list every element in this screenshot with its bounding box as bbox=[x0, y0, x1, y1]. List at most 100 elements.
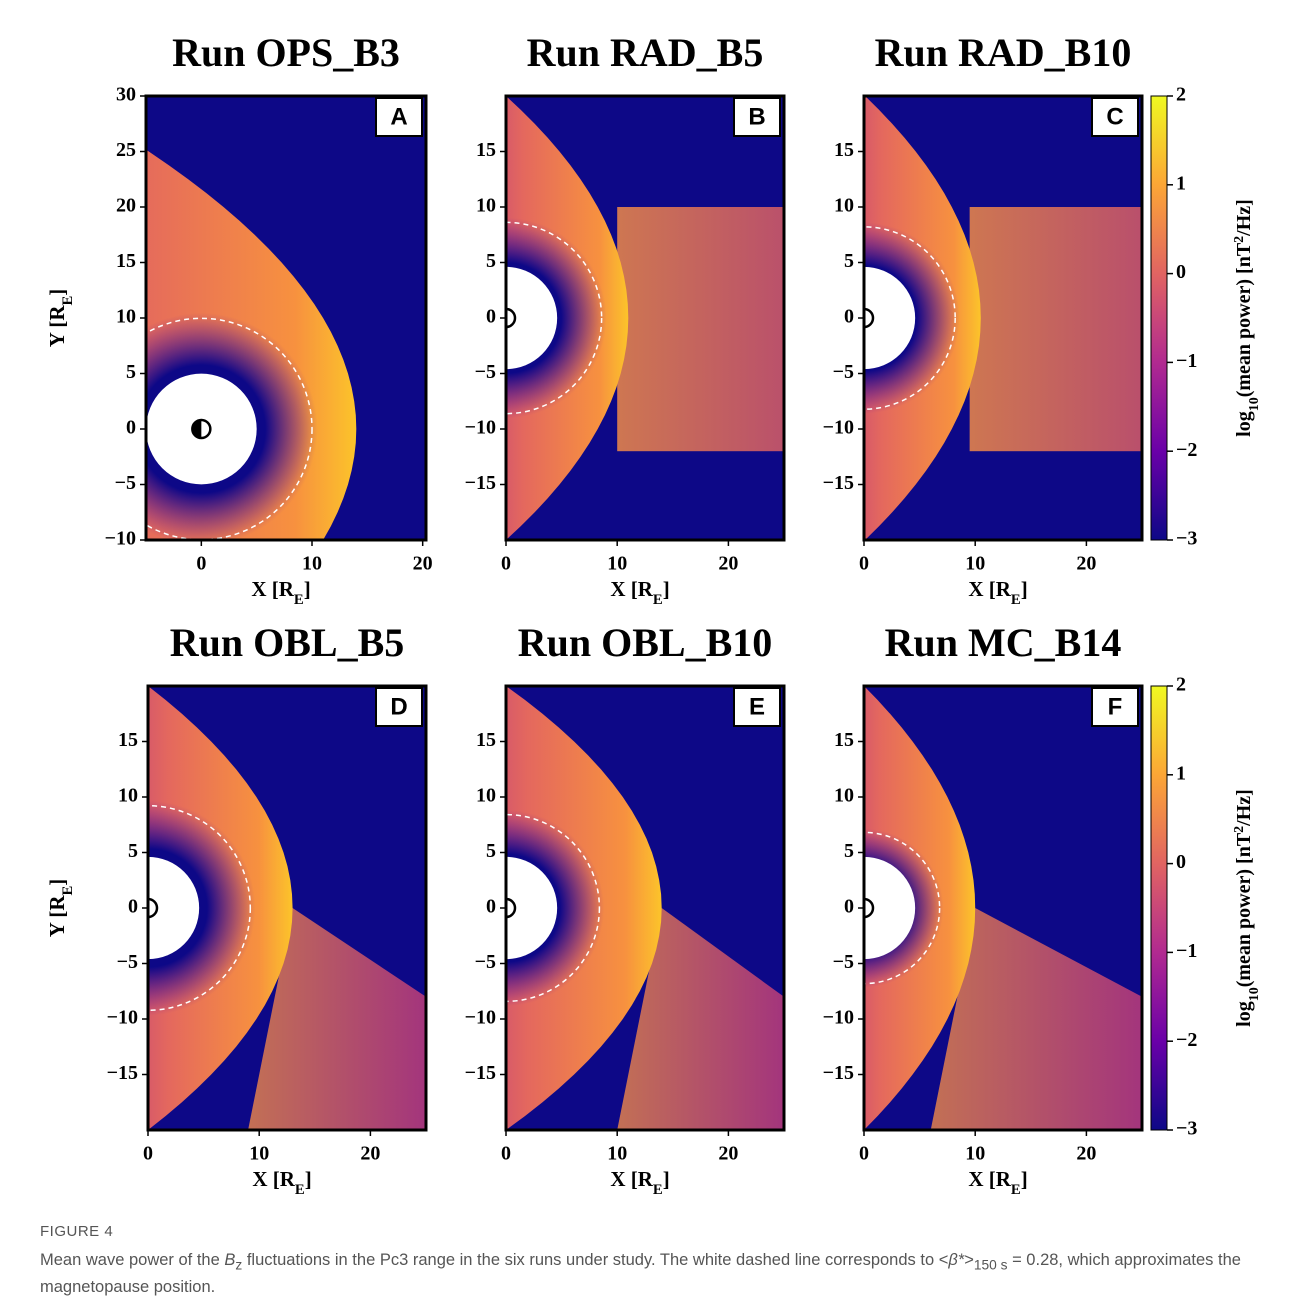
axis-label: X [RE] bbox=[610, 1167, 669, 1198]
earth bbox=[864, 897, 875, 919]
y-tick-label: 20 bbox=[116, 195, 136, 217]
label-part: 10 bbox=[1247, 397, 1262, 411]
downstream bbox=[930, 908, 1142, 1130]
label-part: /Hz] bbox=[1233, 199, 1255, 237]
heatmap bbox=[148, 686, 426, 1130]
downstream bbox=[969, 207, 1142, 452]
y-tick-label: −5 bbox=[115, 472, 136, 494]
colorbar-tick-label: −2 bbox=[1176, 439, 1197, 461]
label-part: E bbox=[653, 1182, 663, 1198]
panel-title: Run RAD_B5 bbox=[527, 30, 764, 75]
x-tick-label: 0 bbox=[501, 1143, 511, 1165]
panel-label-box bbox=[375, 687, 423, 727]
x-tick-label: 20 bbox=[1076, 553, 1096, 575]
axis-label: X [RE] bbox=[968, 1167, 1027, 1198]
y-tick-label: −10 bbox=[107, 1007, 138, 1029]
inner-boundary bbox=[864, 266, 916, 370]
y-tick-label: −5 bbox=[833, 361, 854, 383]
earth-night bbox=[192, 420, 202, 438]
x-tick-label: 20 bbox=[718, 553, 738, 575]
y-tick-label: 10 bbox=[116, 306, 136, 328]
label-part: E bbox=[294, 592, 304, 608]
caption: FIGURE 4 Mean wave power of the Bz fluct… bbox=[40, 1220, 1255, 1299]
caption-subscript: 150 s bbox=[973, 1257, 1008, 1273]
y-tick-label: 10 bbox=[834, 195, 854, 217]
downstream bbox=[617, 908, 784, 1130]
label-part: ] bbox=[663, 1167, 670, 1191]
caption-subscript: z bbox=[235, 1257, 243, 1273]
y-tick-label: 0 bbox=[128, 896, 138, 918]
x-tick-label: 10 bbox=[249, 1143, 269, 1165]
label-part: X [R bbox=[968, 1167, 1011, 1191]
colorbar-tick-label: −1 bbox=[1176, 350, 1197, 372]
label-part: ] bbox=[45, 289, 69, 296]
x-tick-label: 10 bbox=[607, 553, 627, 575]
earth bbox=[506, 307, 517, 329]
y-tick-label: 10 bbox=[476, 195, 496, 217]
y-tick-label: −10 bbox=[823, 1007, 854, 1029]
heatmap bbox=[506, 96, 784, 540]
axis-label: log10(mean power) [nT2/Hz] bbox=[1232, 789, 1262, 1027]
y-tick-label: 5 bbox=[128, 840, 138, 862]
y-tick-label: 5 bbox=[844, 840, 854, 862]
label-part: log bbox=[1233, 411, 1255, 437]
heatmap bbox=[864, 686, 1142, 1130]
axis-label: log10(mean power) [nT2/Hz] bbox=[1232, 199, 1262, 437]
x-tick-label: 0 bbox=[859, 1143, 869, 1165]
axis-label: Y [RE] bbox=[45, 879, 76, 938]
colorbar-tick-label: −2 bbox=[1176, 1029, 1197, 1051]
label-part: log bbox=[1233, 1001, 1255, 1027]
inner-boundary bbox=[506, 856, 558, 960]
y-tick-label: 5 bbox=[126, 361, 136, 383]
magnetopause bbox=[864, 226, 956, 410]
y-tick-label: 0 bbox=[486, 306, 496, 328]
y-tick-label: 10 bbox=[834, 785, 854, 807]
inner-magnetosphere bbox=[148, 800, 256, 1016]
x-tick-label: 0 bbox=[501, 553, 511, 575]
y-tick-label: 5 bbox=[486, 250, 496, 272]
label-part: Y [R bbox=[45, 305, 69, 348]
x-tick-label: 20 bbox=[1076, 1143, 1096, 1165]
caption-text: Mean wave power of the bbox=[40, 1251, 225, 1269]
y-tick-label: −5 bbox=[117, 951, 138, 973]
earth bbox=[148, 897, 159, 919]
panel-label: A bbox=[390, 103, 407, 130]
panel-label: F bbox=[1108, 693, 1123, 720]
x-tick-label: 0 bbox=[859, 553, 869, 575]
inner-boundary bbox=[506, 266, 558, 370]
earth bbox=[864, 307, 875, 329]
label-part: X [R bbox=[610, 577, 653, 601]
panel-label-box bbox=[1091, 97, 1139, 137]
x-tick-label: 20 bbox=[413, 553, 433, 575]
colorbar bbox=[1150, 685, 1168, 1131]
y-tick-label: 25 bbox=[116, 139, 136, 161]
panel-label: D bbox=[390, 693, 407, 720]
caption-symbol: β* bbox=[948, 1251, 965, 1269]
y-tick-label: −15 bbox=[107, 1062, 138, 1084]
colorbar-tick-label: −3 bbox=[1176, 528, 1197, 550]
label-part: ] bbox=[305, 1167, 312, 1191]
x-tick-label: 20 bbox=[718, 1143, 738, 1165]
panel-label-box bbox=[1091, 687, 1139, 727]
downstream bbox=[617, 207, 784, 452]
colorbar-tick-label: −3 bbox=[1176, 1118, 1197, 1140]
colorbar-tick-label: 2 bbox=[1176, 674, 1186, 696]
y-tick-label: −10 bbox=[823, 417, 854, 439]
caption-symbol: B bbox=[224, 1251, 236, 1269]
label-part: X [R bbox=[252, 1167, 295, 1191]
x-tick-label: 10 bbox=[965, 553, 985, 575]
magnetopause bbox=[148, 804, 252, 1012]
label-part: 2 bbox=[1232, 826, 1247, 833]
label-part: (mean power) [nT bbox=[1233, 242, 1255, 397]
y-tick-label: −10 bbox=[465, 1007, 496, 1029]
axis-label: X [RE] bbox=[610, 577, 669, 608]
axis-label: X [RE] bbox=[251, 577, 310, 608]
caption-text: fluctuations in the Pc3 range in the six… bbox=[242, 1251, 949, 1269]
y-tick-label: 15 bbox=[476, 729, 496, 751]
y-tick-label: −15 bbox=[465, 472, 496, 494]
colorbar-tick-label: 1 bbox=[1176, 762, 1186, 784]
y-tick-label: −15 bbox=[465, 1062, 496, 1084]
heatmap bbox=[146, 96, 426, 540]
label-part: E bbox=[60, 886, 76, 896]
